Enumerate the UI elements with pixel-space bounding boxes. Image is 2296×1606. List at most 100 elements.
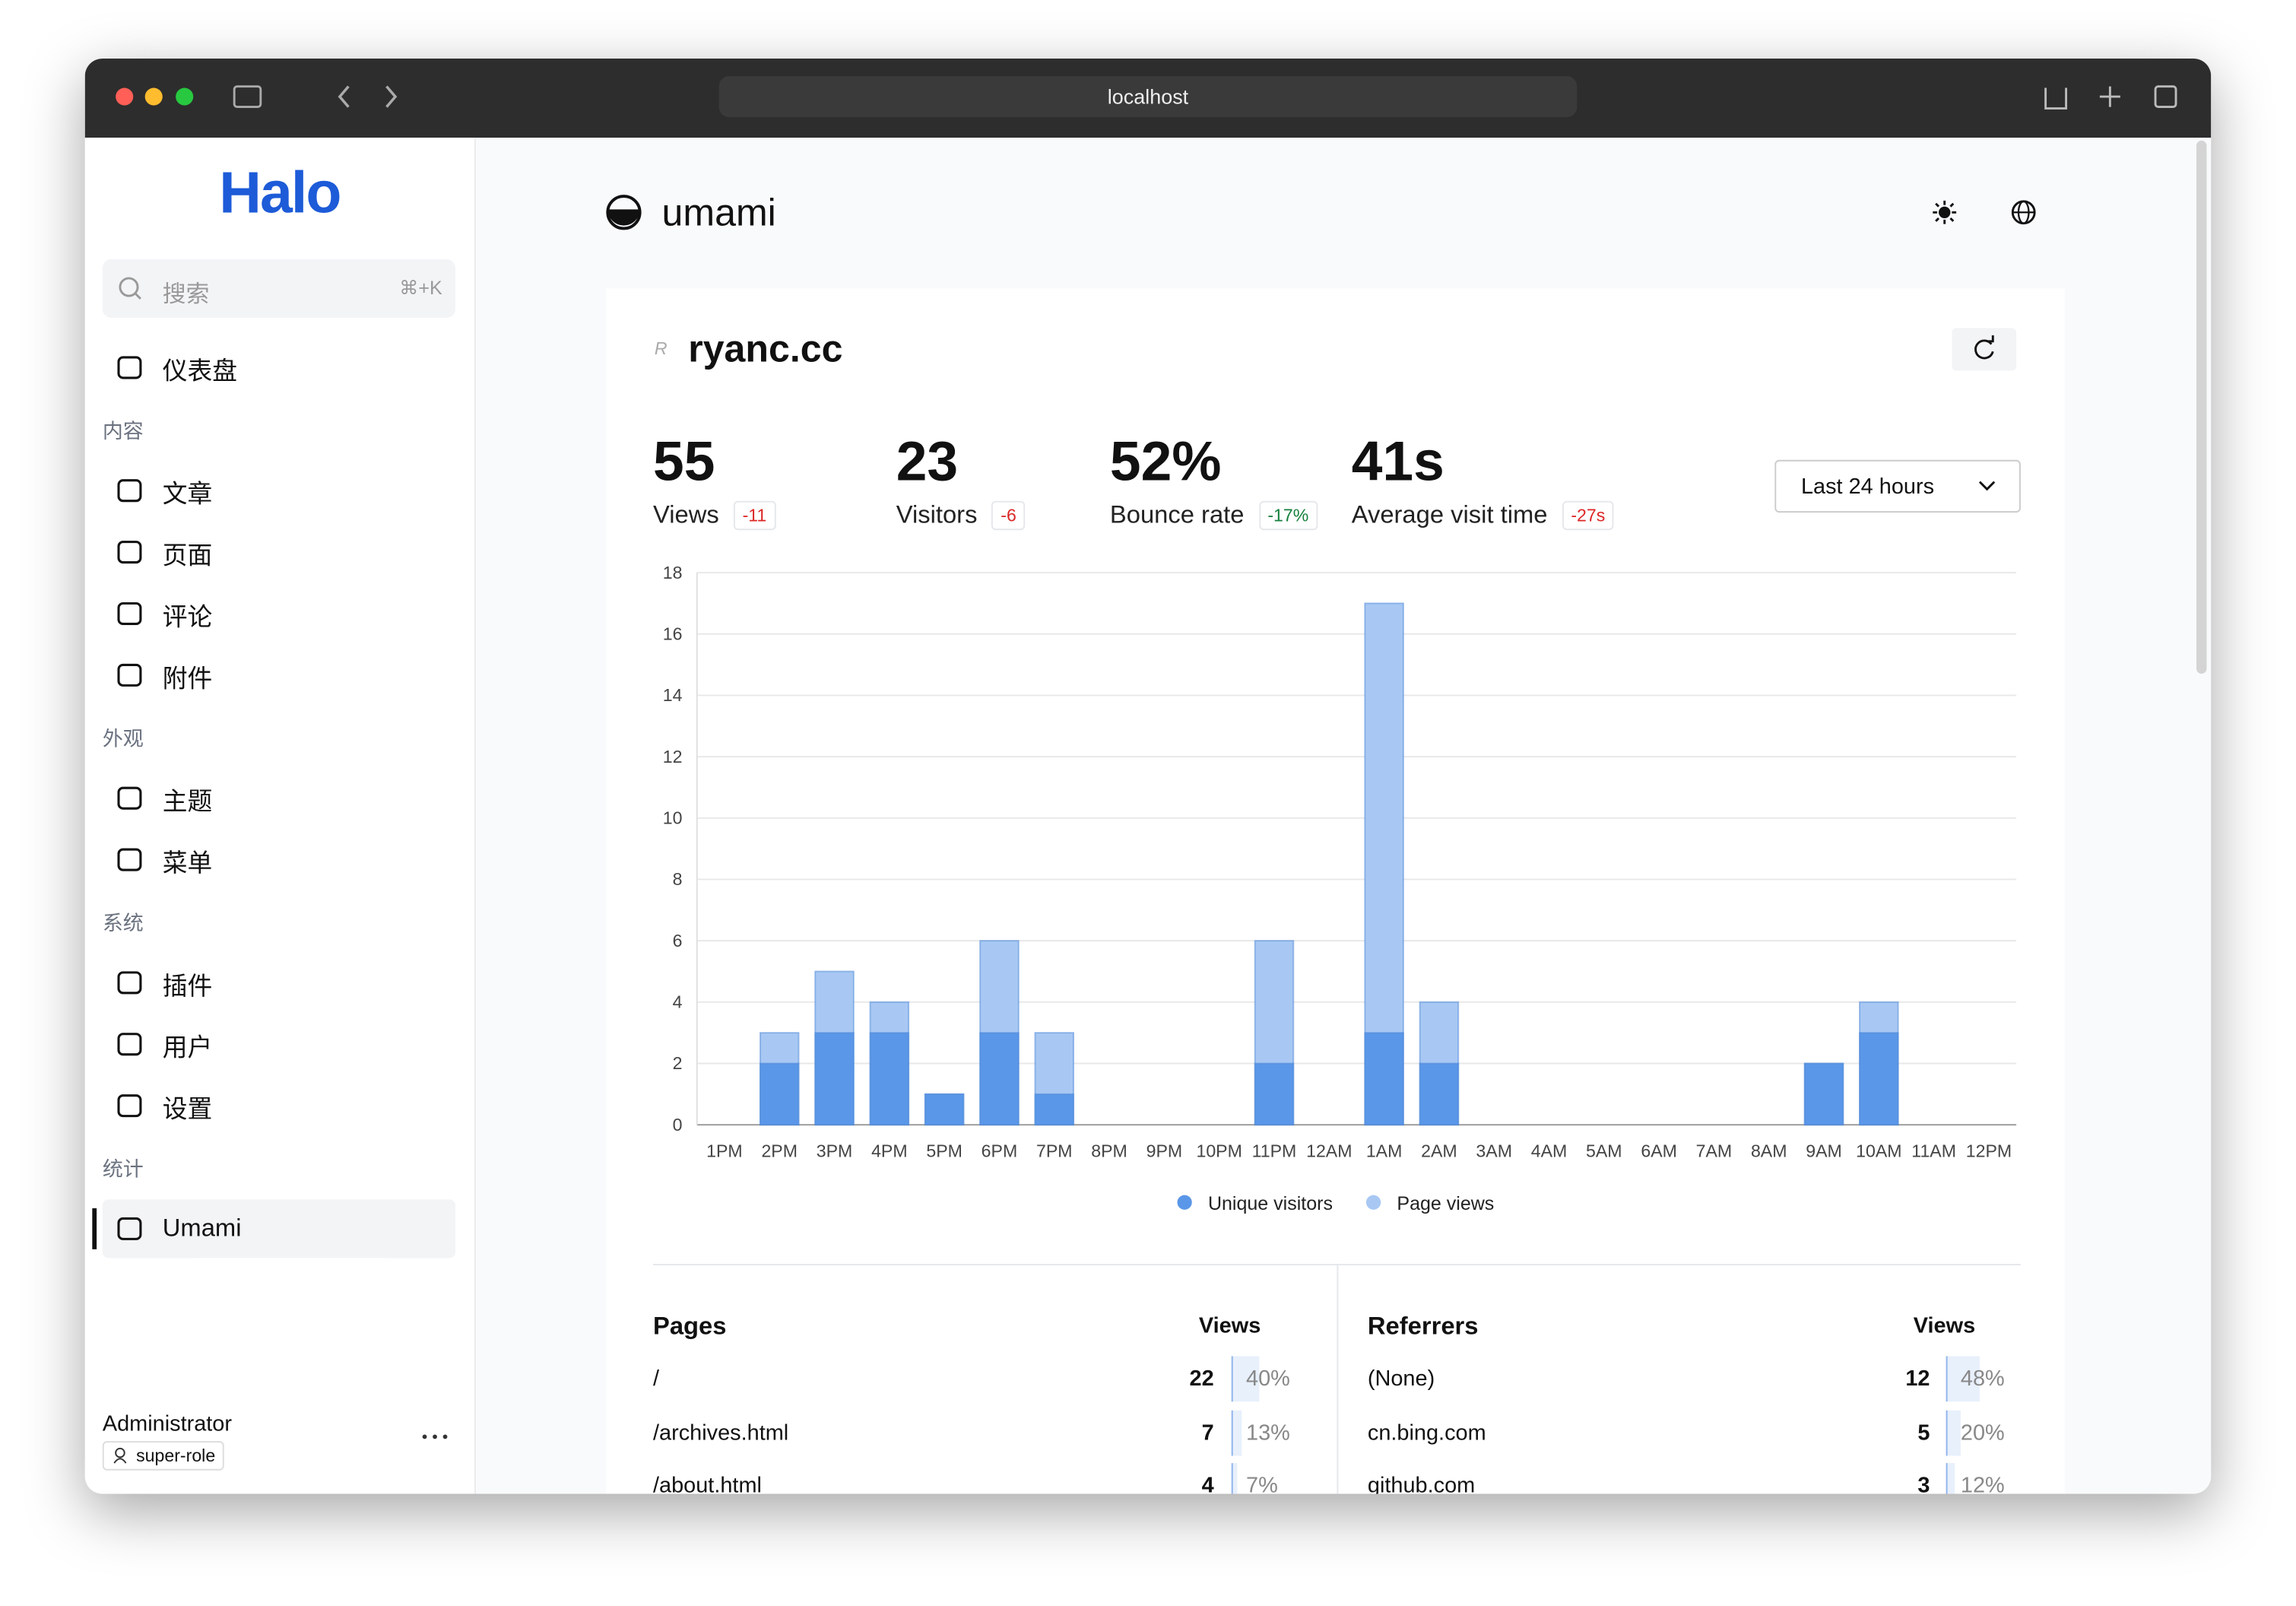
icon-shape — [117, 848, 142, 871]
icon-shape — [117, 786, 142, 810]
nav-item[interactable]: 附件 — [103, 646, 455, 704]
nav-label: 页面 — [162, 541, 213, 570]
row-share: 12% — [1960, 1473, 2005, 1494]
bar — [1419, 1062, 1460, 1126]
x-tick-label: 11AM — [1911, 1141, 1956, 1161]
nav-item[interactable]: 文章 — [103, 462, 455, 520]
search-box[interactable]: 搜索 ⌘+K — [102, 259, 455, 318]
site-icon: R — [654, 338, 668, 359]
nav-icon — [117, 786, 142, 810]
nav-icon — [117, 663, 142, 687]
nav-label: Umami — [162, 1214, 242, 1243]
row-value: 3 — [1917, 1473, 1930, 1494]
y-tick-label: 8 — [673, 869, 683, 889]
x-tick-label: 12PM — [1966, 1141, 2012, 1161]
more-button[interactable] — [422, 1433, 449, 1442]
y-tick-label: 12 — [663, 747, 683, 766]
row-label: /archives.html — [652, 1420, 789, 1445]
url[interactable]: localhost — [1107, 84, 1189, 109]
range-select[interactable]: Last 24 hours — [1774, 459, 2021, 513]
nav-item[interactable]: 菜单 — [103, 830, 455, 889]
nav-item[interactable]: Umami — [102, 1199, 455, 1258]
nav-item[interactable]: 评论 — [103, 584, 455, 643]
nav-label: 仪表盘 — [162, 356, 238, 385]
chart: 0 2 4 6 8 10 12 14 16 18 1PM 2PM 3PM 4PM 5PM 6PM 7PM 8PM 9… — [663, 563, 2017, 1214]
icon-shape — [117, 1217, 142, 1240]
role-icon — [113, 1447, 127, 1464]
y-tick-label: 18 — [663, 563, 683, 582]
row-share: 7% — [1246, 1473, 1278, 1494]
nav-label: 用户 — [162, 1033, 213, 1062]
browser-window: localhost Halo 搜索 ⌘+K 仪表盘 内容 文章 页面 评论 附件 外观 主题菜… — [84, 59, 2212, 1494]
x-tick-label: 6AM — [1641, 1141, 1677, 1161]
legend-swatch — [1365, 1195, 1381, 1210]
nav-item[interactable]: 设置 — [103, 1077, 455, 1135]
page-title: umami — [661, 190, 776, 235]
x-tick-label: 1PM — [706, 1141, 743, 1161]
x-tick-label: 7PM — [1036, 1141, 1073, 1161]
share-bar — [1231, 1463, 1238, 1494]
x-tick-label: 5PM — [926, 1141, 962, 1161]
metric-value: 52% — [1109, 432, 1222, 494]
metric-change: -11 — [734, 500, 775, 531]
bar — [1859, 1032, 1899, 1126]
role-badge: super-role — [102, 1441, 224, 1471]
card: R ryanc.cc 55 Views -11 23 Visitors -6 52% Boun… — [606, 288, 2065, 1494]
metric-value: 55 — [652, 432, 715, 494]
metric-label: Bounce rate -17% — [1110, 500, 1318, 531]
row-label: / — [652, 1366, 660, 1392]
x-tick-label: 10PM — [1196, 1141, 1242, 1161]
bar — [814, 1032, 855, 1126]
x-tick-label: 5AM — [1586, 1141, 1622, 1161]
user-name: Administrator — [102, 1411, 233, 1437]
nav-item[interactable]: 插件 — [103, 954, 455, 1012]
x-tick-label: 8AM — [1751, 1141, 1787, 1161]
logo: Halo — [219, 160, 341, 226]
x-tick-label: 3PM — [817, 1141, 853, 1161]
legend-label: Unique visitors — [1208, 1193, 1333, 1214]
refresh-icon — [1974, 335, 1994, 360]
row-label: /about.html — [652, 1473, 762, 1494]
x-tick-label: 9PM — [1146, 1141, 1183, 1161]
row-value: 4 — [1201, 1473, 1214, 1494]
shortcut: ⌘+K — [399, 277, 442, 299]
icon-shape — [117, 601, 142, 626]
share-bar — [1231, 1356, 1260, 1402]
row-value: 5 — [1917, 1420, 1930, 1445]
metric-name: Views — [652, 500, 719, 529]
nav-icon — [117, 1217, 142, 1240]
y-tick-label: 10 — [663, 808, 683, 827]
nav-icon — [117, 601, 142, 626]
table-column: Views — [1913, 1313, 1976, 1339]
site-name: ryanc.cc — [688, 326, 843, 371]
x-tick-label: 2AM — [1421, 1141, 1457, 1161]
x-tick-label: 7AM — [1696, 1141, 1733, 1161]
bar — [869, 1032, 910, 1126]
icon-shape — [117, 1094, 142, 1118]
scrollbar[interactable] — [2196, 140, 2207, 674]
title-bar: localhost — [84, 59, 2212, 138]
language-button[interactable] — [2010, 199, 2037, 226]
bar — [1254, 1062, 1295, 1126]
nav-item[interactable]: 主题 — [103, 769, 455, 827]
row-share: 48% — [1960, 1366, 2005, 1392]
nav-group-label: 外观 — [102, 726, 144, 751]
metric-name: Average visit time — [1351, 500, 1548, 529]
nav-icon — [117, 479, 142, 503]
theme-button[interactable] — [1931, 199, 1958, 226]
x-tick-label: 3AM — [1476, 1141, 1512, 1161]
search-placeholder: 搜索 — [162, 282, 210, 308]
x-tick-label: 4PM — [871, 1141, 908, 1161]
nav-icon — [117, 1033, 142, 1056]
nav-icon — [117, 971, 142, 995]
role: super-role — [136, 1445, 216, 1466]
nav-item[interactable]: 用户 — [103, 1015, 455, 1074]
nav-item[interactable]: 页面 — [103, 523, 455, 582]
nav-item[interactable]: 仪表盘 — [103, 338, 455, 397]
refresh-button[interactable] — [1952, 328, 2017, 371]
metric-label: Average visit time -27s — [1351, 500, 1614, 531]
toolbar-icons — [116, 76, 2177, 118]
active-indicator — [92, 1208, 97, 1249]
table-column: Views — [1198, 1313, 1261, 1339]
